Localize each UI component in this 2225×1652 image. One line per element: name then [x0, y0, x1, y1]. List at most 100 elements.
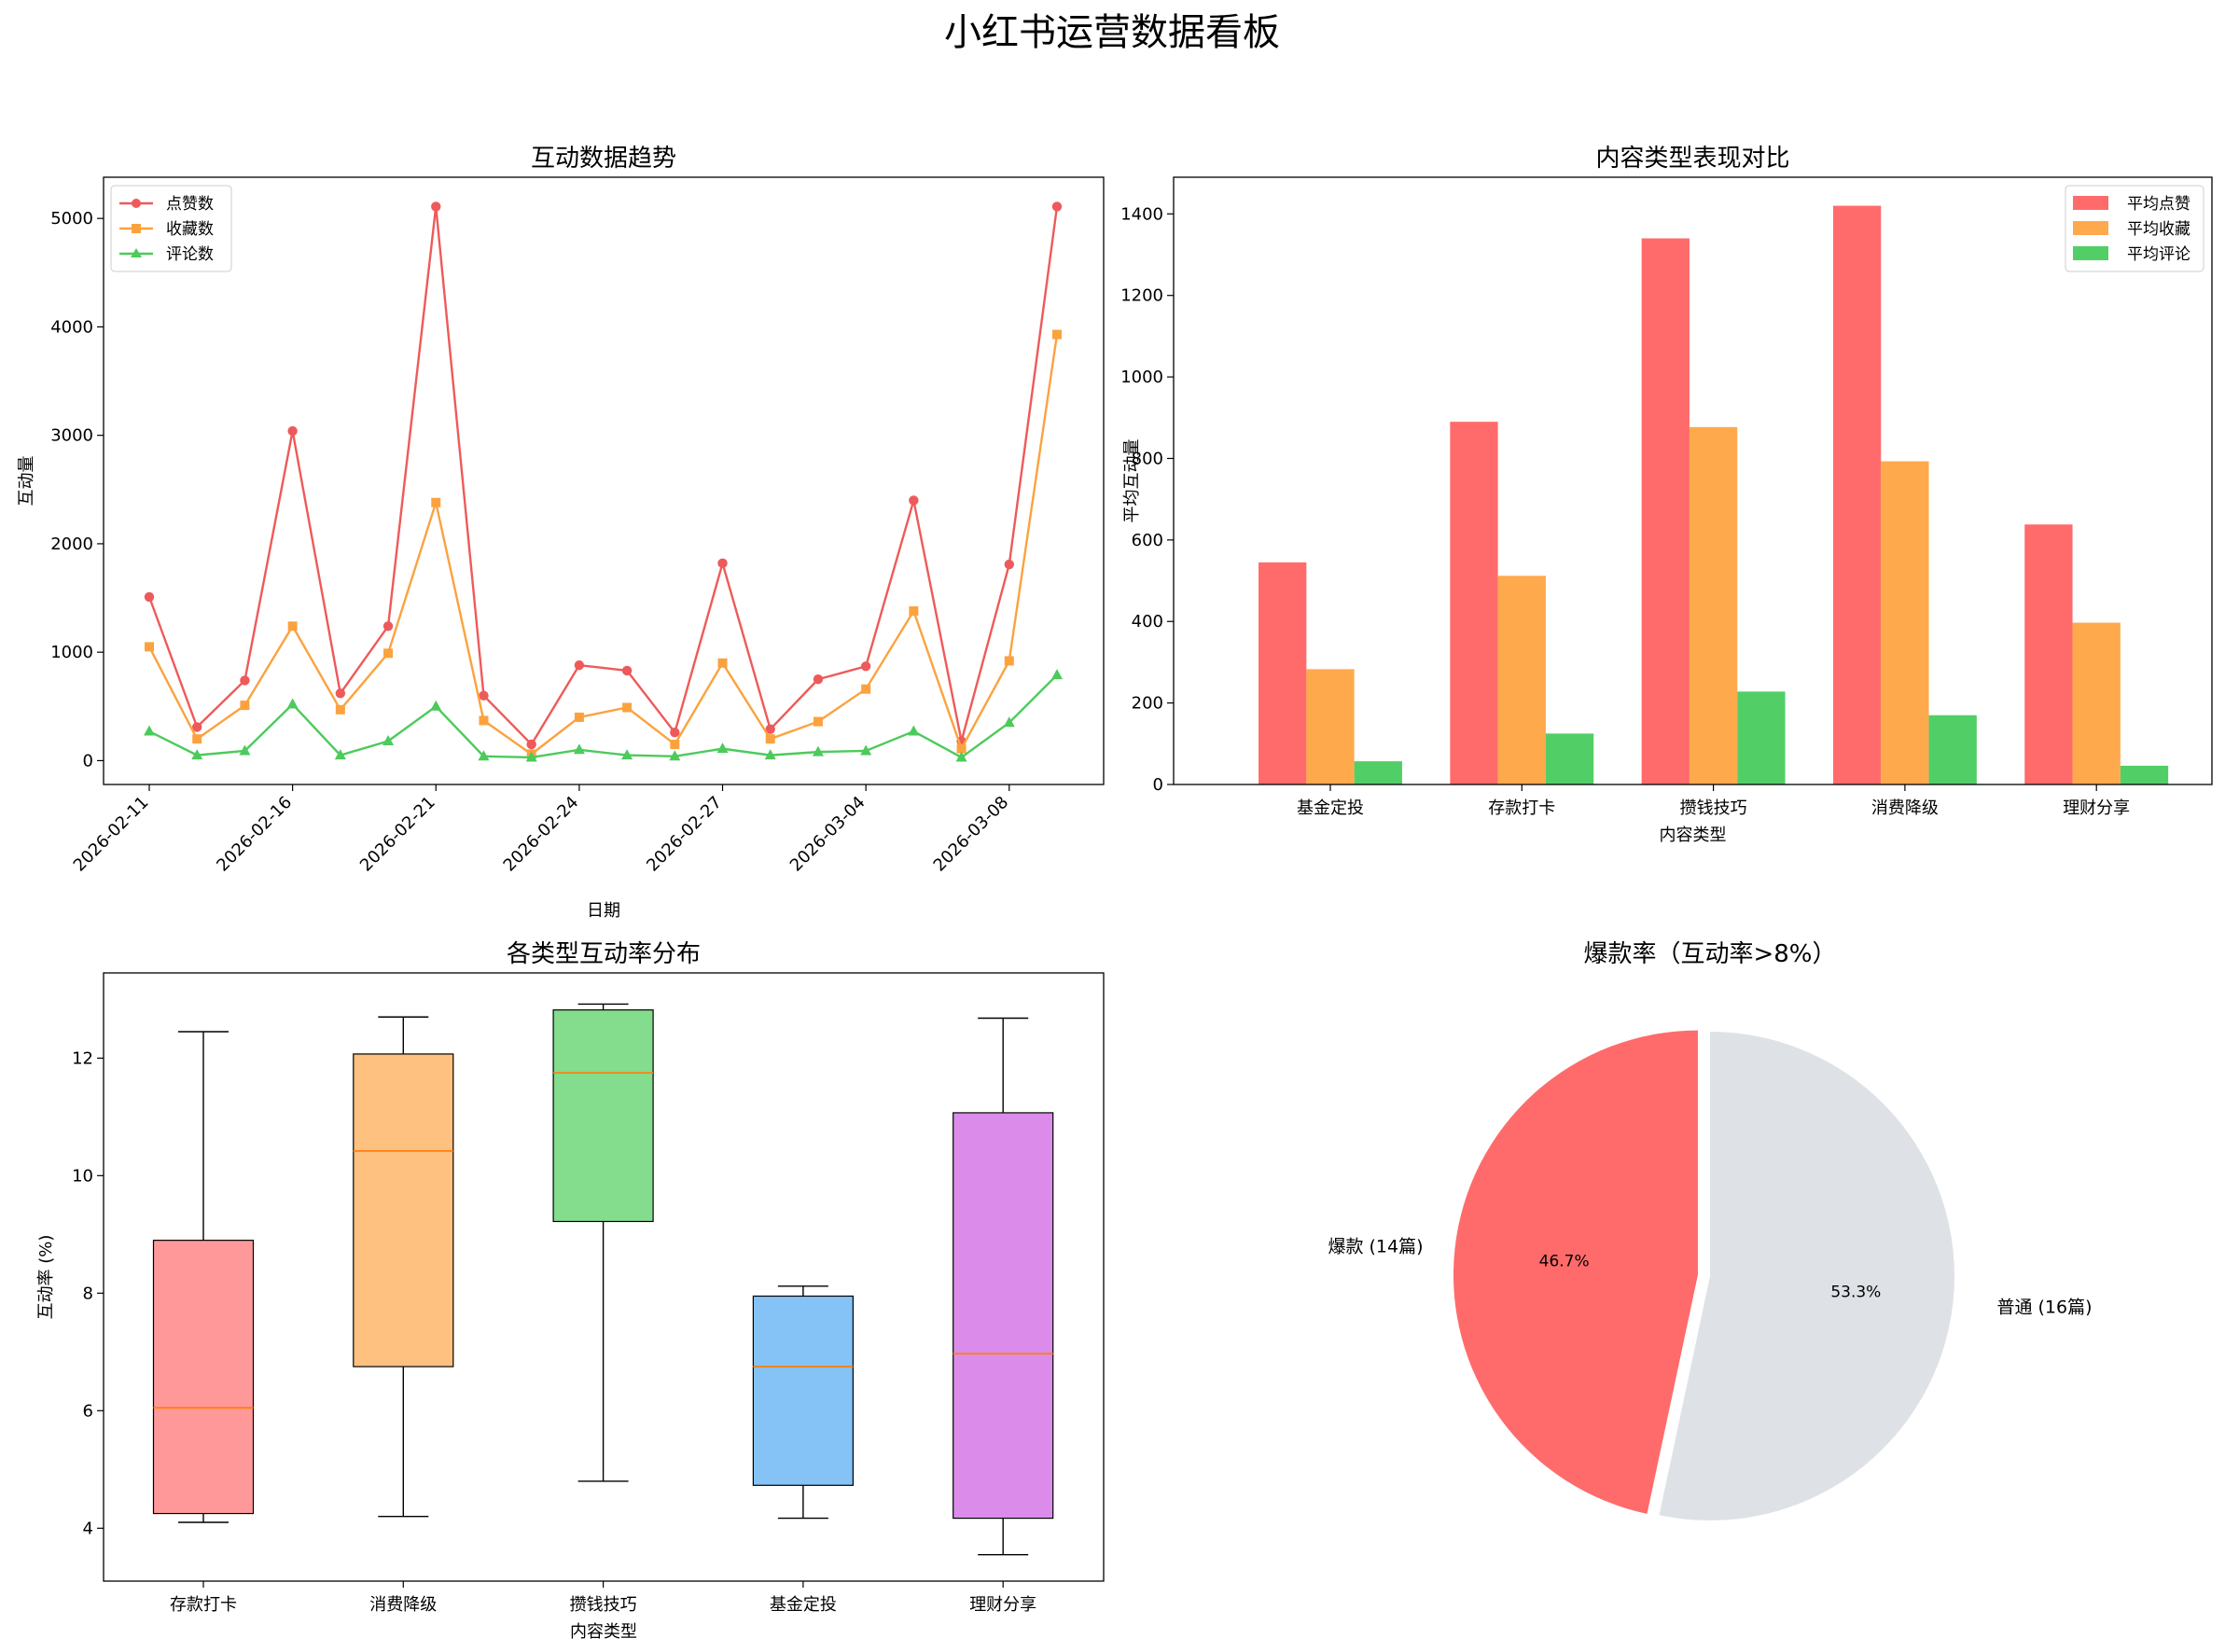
data-point: [860, 661, 871, 672]
plot-frame: [1173, 176, 2213, 785]
y-tick-label: 600: [1132, 531, 1163, 550]
series-line: [148, 673, 1058, 759]
x-tick-label: 2026-02-16: [213, 793, 296, 876]
x-tick-label: 理财分享: [969, 1595, 1036, 1615]
box: [752, 1295, 855, 1486]
chart-title: 爆款率（互动率>8%）: [1583, 940, 1836, 968]
bar-chart-panel: 内容类型表现对比 0 200 400 600 800 1000 1200 1400 基金定投 存款打…: [1120, 145, 2213, 845]
box: [353, 1053, 454, 1367]
bar: [1306, 669, 1355, 784]
bar: [1450, 422, 1498, 784]
legend-label: 评论数: [166, 245, 214, 264]
data-point: [1051, 201, 1063, 212]
y-tick-label: 400: [1132, 612, 1163, 632]
legend-swatch: [2073, 196, 2108, 210]
data-point: [813, 674, 824, 685]
x-tick-label: 2026-03-04: [786, 793, 869, 876]
data-point: [573, 743, 585, 755]
data-point: [861, 684, 871, 694]
y-tick-label: 0: [83, 751, 93, 770]
x-tick-label: 2026-02-21: [356, 793, 439, 876]
y-axis-label: 互动量: [17, 456, 36, 507]
y-tick-label: 1200: [1120, 286, 1163, 306]
x-tick-label: 消费降级: [1871, 798, 1939, 818]
data-point: [956, 743, 966, 754]
pie-slice: [1659, 1032, 1955, 1520]
x-tick-label: 攒钱技巧: [1680, 798, 1747, 818]
data-point: [860, 744, 872, 756]
legend-marker: [132, 199, 141, 208]
x-axis-label: 内容类型: [1660, 826, 1727, 845]
data-point: [335, 704, 345, 715]
legend-marker: [131, 248, 142, 257]
legend-label: 收藏数: [166, 220, 214, 239]
data-point: [144, 725, 155, 736]
data-point: [525, 751, 537, 762]
data-point: [812, 745, 824, 757]
data-point: [909, 606, 919, 616]
x-tick-label: 存款打卡: [1488, 798, 1555, 818]
data-point: [1052, 329, 1062, 340]
legend-label: 点赞数: [166, 195, 214, 214]
data-point: [383, 648, 394, 659]
data-point: [526, 739, 536, 750]
bar: [1545, 733, 1594, 784]
y-tick-label: 1000: [1120, 368, 1163, 387]
y-tick-label: 3000: [50, 426, 93, 446]
legend-label: 平均点赞: [2127, 195, 2190, 214]
data-point: [382, 735, 395, 745]
data-point: [287, 621, 298, 632]
x-tick-label: 存款打卡: [170, 1595, 237, 1615]
data-point: [1003, 716, 1015, 728]
data-point: [621, 665, 633, 676]
data-point: [335, 688, 346, 699]
legend-label: 平均评论: [2127, 245, 2190, 264]
data-point: [430, 700, 442, 711]
plot-frame: [103, 972, 1105, 1582]
y-tick-label: 4000: [50, 317, 93, 337]
x-axis-label: 内容类型: [570, 1622, 637, 1642]
x-axis-label: 日期: [587, 901, 620, 921]
y-tick-label: 2000: [50, 534, 93, 554]
data-point: [191, 749, 203, 760]
pie-slice-label: 普通 (16篇): [1996, 1297, 2092, 1317]
data-point: [286, 698, 299, 709]
data-point: [1051, 669, 1063, 680]
y-tick-label: 1400: [1120, 204, 1163, 224]
x-tick-label: 理财分享: [2063, 798, 2130, 818]
x-tick-label: 2026-02-11: [70, 793, 153, 876]
bar: [2120, 765, 2169, 784]
legend-swatch: [2073, 221, 2108, 235]
x-tick-label: 消费降级: [369, 1595, 437, 1615]
plot-frame: [103, 176, 1105, 785]
data-point: [909, 495, 919, 506]
y-tick-label: 8: [83, 1284, 93, 1303]
data-point: [240, 701, 250, 711]
bar: [1641, 238, 1690, 784]
x-tick-label: 2026-02-27: [643, 793, 726, 876]
data-point: [145, 642, 154, 652]
legend-marker: [132, 224, 141, 233]
data-point: [908, 725, 920, 736]
data-point: [813, 716, 823, 727]
legend-swatch: [2073, 246, 2108, 260]
pie-pct-label: 46.7%: [1539, 1253, 1590, 1271]
y-tick-label: 4: [83, 1519, 93, 1538]
pie-chart-panel: 爆款率（互动率>8%） 爆款 (14篇) 46.7% 普通 (16篇) 53.3%: [1328, 940, 2093, 1520]
data-point: [239, 744, 251, 756]
series-line: [147, 334, 1059, 756]
data-point: [669, 750, 681, 761]
bar: [1881, 461, 1929, 784]
data-point: [764, 749, 776, 760]
chart-title: 内容类型表现对比: [1595, 145, 1789, 173]
data-point: [1004, 656, 1014, 666]
box: [152, 1240, 255, 1515]
data-point: [621, 749, 633, 760]
y-tick-label: 1000: [50, 643, 93, 662]
bar: [1737, 691, 1786, 784]
data-point: [287, 425, 298, 437]
